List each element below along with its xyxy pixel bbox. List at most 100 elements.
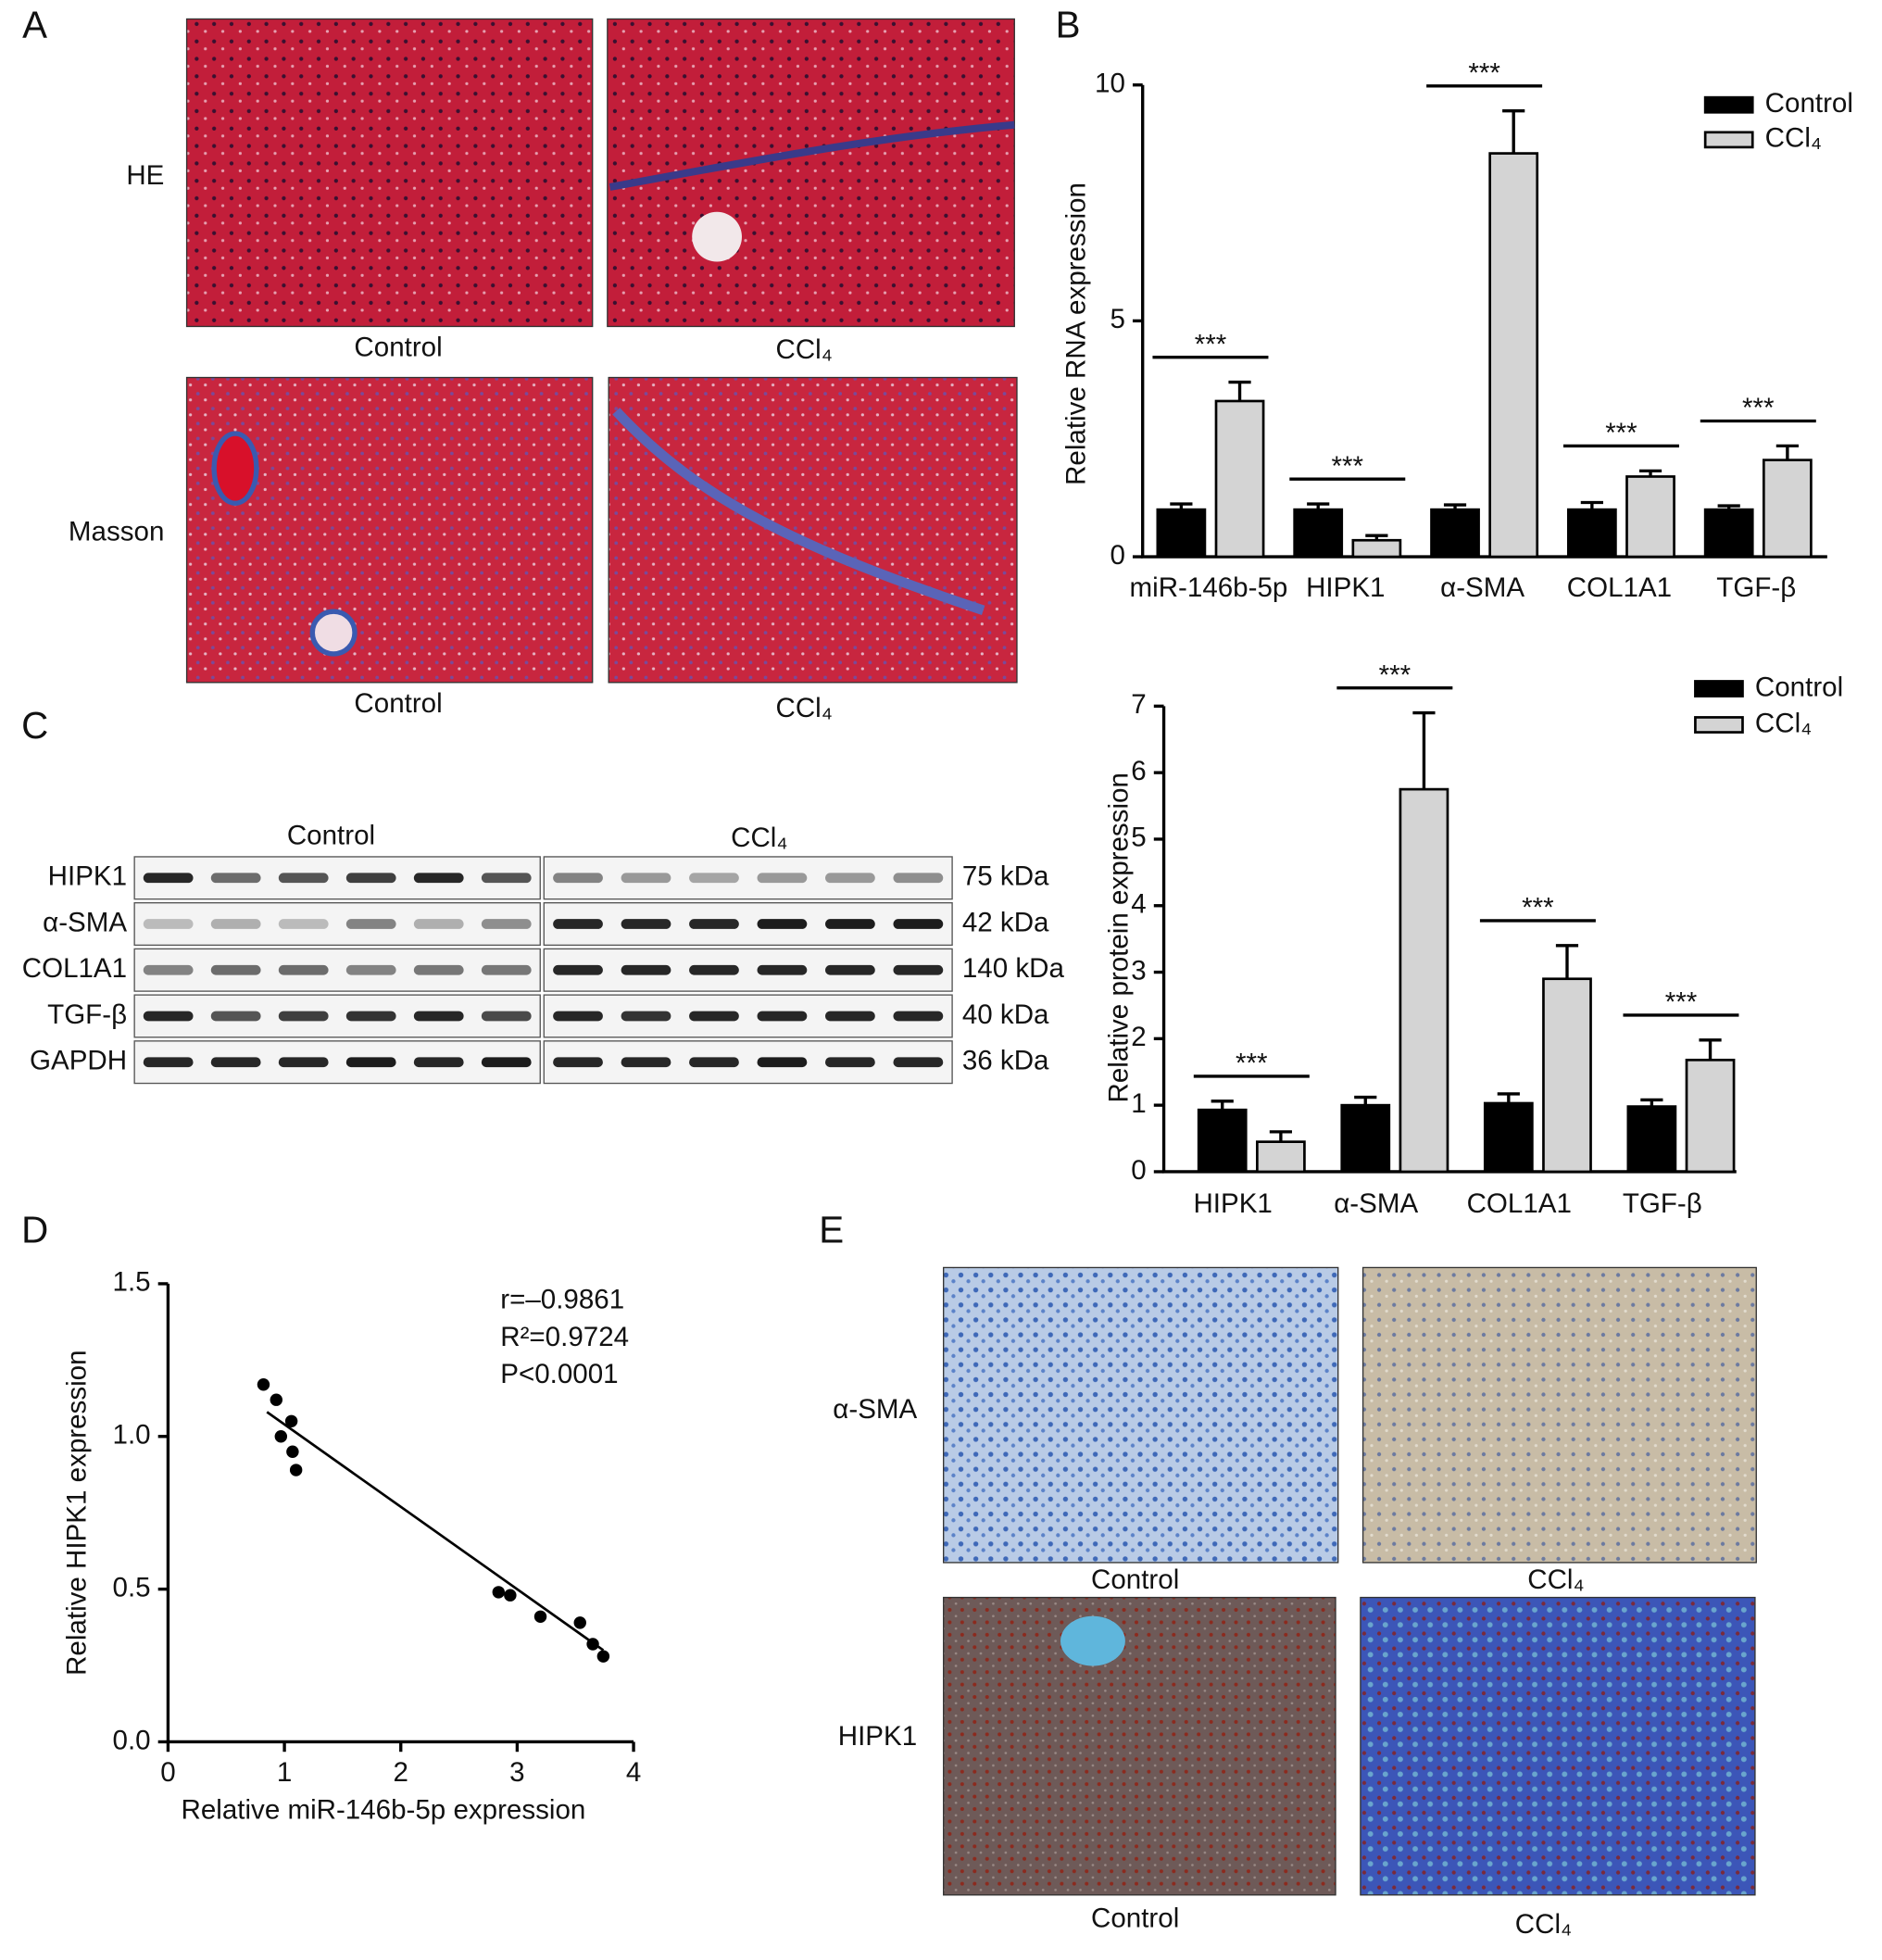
blot-band <box>278 964 329 975</box>
blot-band <box>210 1011 261 1022</box>
point <box>492 1586 506 1599</box>
caption: CCl₄ <box>776 334 833 365</box>
error-bar <box>1269 1130 1292 1142</box>
caption: Control <box>1091 1903 1179 1933</box>
bar <box>1197 1108 1248 1174</box>
vessel <box>211 431 259 506</box>
caption: CCl₄ <box>776 693 833 723</box>
y-tick-label: 2 <box>1131 1022 1146 1052</box>
size-label: 75 kDa <box>962 861 1049 892</box>
micrograph <box>1361 1266 1757 1564</box>
significance: *** <box>1522 893 1554 923</box>
point <box>573 1616 586 1629</box>
fibrosis-band <box>612 408 985 615</box>
x-tick-label: miR-146b-5p <box>1130 572 1288 603</box>
bar <box>1625 475 1675 559</box>
blot-band <box>143 1057 194 1068</box>
blot-band <box>825 873 875 884</box>
blot-band <box>210 873 261 884</box>
x-tick-label: 4 <box>626 1757 641 1788</box>
row-label: HE <box>126 160 164 191</box>
y-tick-label: 6 <box>1131 756 1146 786</box>
blot-band <box>345 919 396 929</box>
blot-band <box>413 919 464 929</box>
x-tick-label: 0 <box>160 1757 175 1788</box>
fibrosis-band <box>609 120 1015 191</box>
blot-band <box>278 1011 329 1022</box>
panel-label: D <box>21 1209 48 1250</box>
row-label: HIPK1 <box>48 861 127 892</box>
y-tick-label: 1.5 <box>113 1267 151 1298</box>
blot-band <box>481 1011 532 1022</box>
annotation: R²=0.9724 <box>500 1322 629 1352</box>
y-tick-label: 0.5 <box>113 1572 151 1602</box>
blot-band <box>278 1057 329 1068</box>
blot-band <box>621 1057 671 1068</box>
blot-band <box>553 1057 603 1068</box>
caption: CCl₄ <box>1527 1564 1584 1595</box>
blot-band <box>757 1011 808 1022</box>
blot-band <box>143 873 194 884</box>
panel-a: A HE Masson Control CCl₄ Control CCl₄ <box>22 5 1018 723</box>
blot-band <box>689 919 739 929</box>
bar <box>1566 508 1617 559</box>
bar <box>1256 1140 1306 1174</box>
blot-frame <box>133 856 541 900</box>
blot-band <box>757 1057 808 1068</box>
blot-frame <box>543 948 953 992</box>
blot-band <box>757 873 808 884</box>
blot-band <box>481 873 532 884</box>
y-tick-label: 7 <box>1131 689 1146 720</box>
blot-frame <box>133 1040 541 1085</box>
group-label: CCl₄ <box>731 823 787 853</box>
significance: *** <box>1236 1049 1268 1079</box>
y-tick-label: 0 <box>1110 540 1124 571</box>
trendline <box>266 1411 605 1652</box>
row-label: α-SMA <box>43 907 127 937</box>
blot-band <box>825 1011 875 1022</box>
size-label: 36 kDa <box>962 1046 1049 1076</box>
blot-band <box>893 964 944 975</box>
error-bar <box>1443 503 1467 510</box>
blot-frame <box>543 1040 953 1085</box>
y-tick-label: 3 <box>1131 955 1146 986</box>
error-bar <box>1412 710 1436 790</box>
blot-frame <box>133 994 541 1038</box>
blot-band <box>481 964 532 975</box>
y-tick-label: 5 <box>1110 304 1124 334</box>
micrograph <box>943 1266 1339 1564</box>
bar <box>1488 152 1539 559</box>
panel-label: C <box>21 705 48 747</box>
blot-band <box>345 1011 396 1022</box>
error-bar <box>1580 500 1603 510</box>
point <box>289 1464 303 1476</box>
blot-band <box>143 964 194 975</box>
error-bar <box>1354 1095 1377 1106</box>
blot-frame <box>133 902 541 947</box>
axis <box>166 1283 634 1744</box>
significance: *** <box>1195 329 1227 359</box>
western-blot: Control CCl₄ HIPK1 75 kDa α-SMA 42 kDa COL1A… <box>22 820 1064 1085</box>
x-tick-label: COL1A1 <box>1467 1188 1572 1219</box>
point <box>286 1445 299 1458</box>
bar <box>1156 508 1207 559</box>
bar <box>1685 1058 1736 1174</box>
blot-band <box>893 919 944 929</box>
row-label: COL1A1 <box>22 953 127 984</box>
size-label: 40 kDa <box>962 999 1049 1030</box>
vessel <box>1060 1615 1125 1666</box>
bar <box>1762 459 1813 559</box>
row-label: α-SMA <box>833 1394 917 1425</box>
blot-band <box>481 1057 532 1068</box>
blot-band <box>481 919 532 929</box>
group-label: Control <box>287 820 375 850</box>
blot-band <box>345 1057 396 1068</box>
blot-band <box>621 919 671 929</box>
row-label: Masson <box>69 516 164 547</box>
blot-frame <box>133 948 541 992</box>
x-tick-label: HIPK1 <box>1193 1188 1272 1219</box>
bar <box>1430 508 1480 559</box>
error-bar <box>1775 444 1799 460</box>
caption: Control <box>354 332 442 362</box>
micrograph <box>943 1596 1336 1896</box>
